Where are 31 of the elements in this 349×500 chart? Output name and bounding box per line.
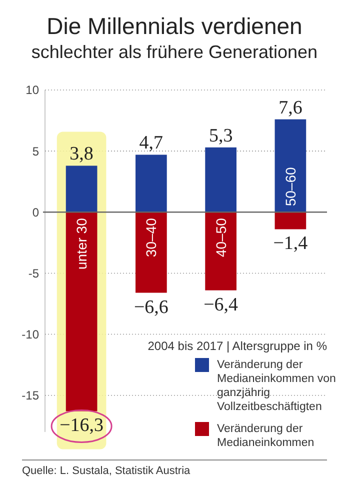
bar <box>66 212 98 412</box>
y-tick-label: 10 <box>26 83 40 98</box>
data-label: 5,3 <box>208 125 233 146</box>
bar <box>136 154 167 212</box>
data-label: 7,6 <box>278 97 302 118</box>
legend-label: Veränderung der Medianeinkommen <box>217 423 314 449</box>
bar <box>66 166 98 212</box>
data-label: 3,8 <box>70 144 94 165</box>
bar <box>205 147 236 212</box>
source-note: Quelle: L. Sustala, Statistik Austria <box>22 465 192 477</box>
bar <box>136 212 167 293</box>
bar <box>274 119 306 212</box>
data-label: −6,6 <box>134 296 168 318</box>
chart-title: Die Millennials verdienen schlechter als frühere Generationen <box>31 13 318 62</box>
x-tick-label: 50–60 <box>282 167 298 206</box>
y-tick-label: -15 <box>22 388 40 403</box>
bar <box>274 212 306 230</box>
data-label: −6,4 <box>204 294 239 316</box>
data-label: −16,3 <box>60 415 104 436</box>
x-tick-label: 30–40 <box>143 218 160 258</box>
legend-label: Veränderung der Medianeinkommen von ganzjährig Vollzeitbeschäftigten <box>217 359 336 413</box>
y-tick-label: -10 <box>22 327 40 342</box>
data-label: −1,4 <box>273 233 308 254</box>
x-tick-label: unter 30 <box>74 218 90 270</box>
y-tick-label: 5 <box>32 144 40 158</box>
bar <box>205 212 236 290</box>
y-tick-label: 0 <box>32 205 40 220</box>
data-label: 4,7 <box>139 132 164 154</box>
legend-title: 2004 bis 2017 | Altersgruppe in % <box>148 339 328 353</box>
x-tick-label: 40–50 <box>212 218 229 258</box>
y-tick-label: -5 <box>28 266 40 280</box>
